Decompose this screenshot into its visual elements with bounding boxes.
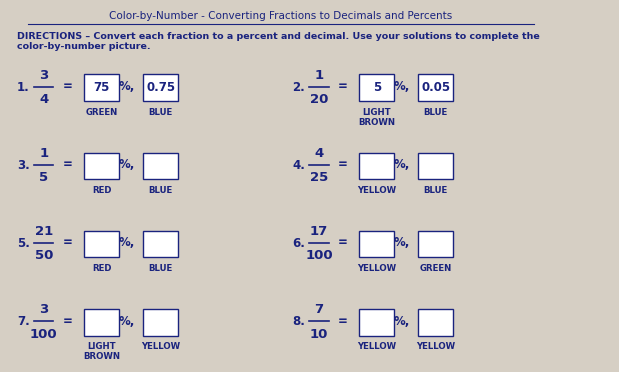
Text: BLUE: BLUE (423, 186, 448, 195)
Text: %,: %, (118, 315, 134, 327)
Text: DIRECTIONS – Convert each fraction to a percent and decimal. Use your solutions : DIRECTIONS – Convert each fraction to a … (17, 32, 540, 51)
Text: 3: 3 (39, 69, 48, 81)
Text: 3.: 3. (17, 159, 30, 172)
Bar (84, 153, 119, 179)
Text: YELLOW: YELLOW (141, 342, 180, 351)
Text: 20: 20 (310, 93, 328, 106)
Text: 75: 75 (93, 81, 110, 94)
Text: 5.: 5. (17, 237, 30, 250)
Text: %,: %, (393, 315, 410, 327)
Text: 100: 100 (305, 250, 333, 262)
Text: %,: %, (393, 158, 410, 171)
Bar (84, 231, 119, 257)
Text: YELLOW: YELLOW (416, 342, 456, 351)
Text: 25: 25 (310, 171, 328, 184)
Text: =: = (63, 315, 72, 327)
Bar (418, 74, 453, 101)
Text: =: = (337, 315, 347, 327)
Text: BLUE: BLUE (149, 264, 173, 273)
Text: =: = (337, 80, 347, 93)
Text: =: = (337, 158, 347, 171)
Text: =: = (63, 80, 72, 93)
Bar (143, 153, 178, 179)
Text: LIGHT
BROWN: LIGHT BROWN (83, 342, 120, 361)
Text: 4: 4 (314, 147, 324, 160)
Text: GREEN: GREEN (420, 264, 452, 273)
Text: 4: 4 (39, 93, 48, 106)
Bar (360, 231, 394, 257)
Text: %,: %, (393, 80, 410, 93)
Text: %,: %, (118, 158, 134, 171)
Bar (360, 153, 394, 179)
Bar (418, 231, 453, 257)
Text: RED: RED (92, 186, 111, 195)
Text: 50: 50 (35, 250, 53, 262)
Text: 5: 5 (39, 171, 48, 184)
Text: =: = (63, 158, 72, 171)
Bar (418, 153, 453, 179)
Text: 21: 21 (35, 225, 53, 238)
Text: 17: 17 (310, 225, 328, 238)
Text: 7: 7 (314, 303, 324, 316)
Text: %,: %, (118, 237, 134, 249)
Text: 2.: 2. (292, 81, 305, 94)
Text: 4.: 4. (292, 159, 305, 172)
Text: YELLOW: YELLOW (357, 342, 396, 351)
Bar (418, 309, 453, 336)
Text: 7.: 7. (17, 315, 30, 328)
Text: %,: %, (393, 237, 410, 249)
Text: 5: 5 (373, 81, 381, 94)
Text: 1: 1 (314, 69, 324, 81)
Text: 10: 10 (310, 328, 328, 340)
Text: YELLOW: YELLOW (357, 186, 396, 195)
Bar (360, 74, 394, 101)
Text: BLUE: BLUE (423, 108, 448, 117)
Text: RED: RED (92, 264, 111, 273)
Text: BLUE: BLUE (149, 108, 173, 117)
Text: YELLOW: YELLOW (357, 264, 396, 273)
Bar (143, 309, 178, 336)
Bar (84, 309, 119, 336)
Bar (360, 309, 394, 336)
Text: GREEN: GREEN (85, 108, 118, 117)
Text: 6.: 6. (292, 237, 305, 250)
Text: BLUE: BLUE (149, 186, 173, 195)
Bar (143, 231, 178, 257)
Text: 1: 1 (39, 147, 48, 160)
Text: 0.05: 0.05 (421, 81, 451, 94)
Text: 100: 100 (30, 328, 58, 340)
Text: =: = (63, 237, 72, 249)
Bar (143, 74, 178, 101)
Text: %,: %, (118, 80, 134, 93)
Bar (84, 74, 119, 101)
Text: 3: 3 (39, 303, 48, 316)
Text: Color-by-Number - Converting Fractions to Decimals and Percents: Color-by-Number - Converting Fractions t… (109, 11, 452, 21)
Text: =: = (337, 237, 347, 249)
Text: LIGHT
BROWN: LIGHT BROWN (358, 108, 396, 126)
Text: 8.: 8. (292, 315, 305, 328)
Text: 1.: 1. (17, 81, 30, 94)
Text: 0.75: 0.75 (146, 81, 175, 94)
